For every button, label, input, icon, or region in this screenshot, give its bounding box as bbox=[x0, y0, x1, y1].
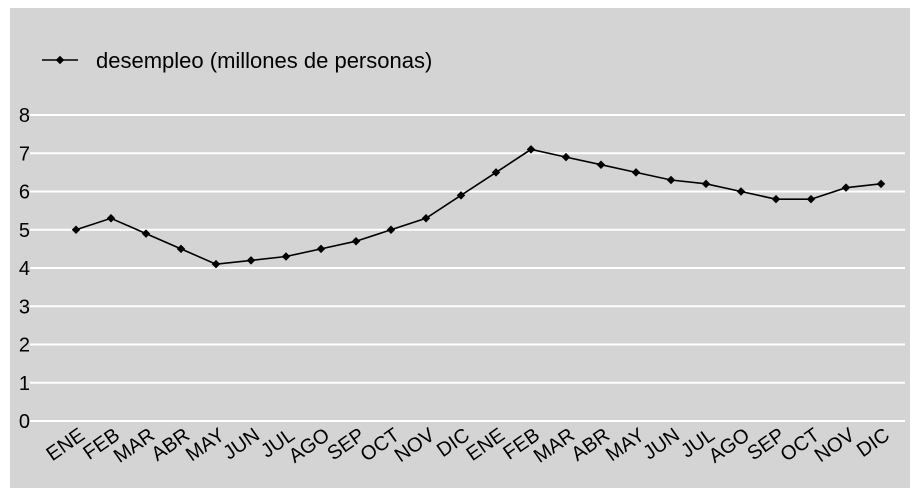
legend-label: desempleo (millones de personas) bbox=[96, 48, 432, 73]
y-tick-label: 2 bbox=[19, 335, 30, 357]
y-tick-label: 1 bbox=[19, 373, 30, 395]
legend-marker bbox=[55, 55, 65, 65]
x-tick-label: NOV bbox=[391, 424, 440, 467]
x-tick-label: DIC bbox=[853, 424, 894, 462]
data-point bbox=[176, 244, 186, 254]
series-line bbox=[75, 148, 882, 266]
x-axis: ENEFEBMARABRMAYJUNJULAGOSEPOCTNOVDICENEF… bbox=[43, 424, 894, 468]
chart-area bbox=[10, 8, 910, 488]
data-point bbox=[71, 225, 81, 234]
y-tick-label: 5 bbox=[19, 220, 30, 242]
data-point bbox=[666, 175, 676, 185]
y-tick-label: 7 bbox=[19, 143, 30, 165]
data-point bbox=[141, 229, 151, 238]
data-point bbox=[806, 194, 816, 204]
data-point bbox=[246, 256, 256, 265]
y-axis: 0 1 2 3 4 5 6 7 8 bbox=[19, 105, 30, 433]
gridlines bbox=[30, 114, 905, 422]
y-tick-label: 0 bbox=[19, 411, 30, 433]
data-point bbox=[351, 236, 361, 246]
x-tick-label: NOV bbox=[811, 424, 860, 467]
legend: desempleo (millones de personas) bbox=[42, 48, 432, 73]
data-point bbox=[701, 179, 711, 189]
data-point bbox=[211, 259, 221, 269]
data-point bbox=[386, 225, 396, 234]
data-point bbox=[631, 168, 641, 177]
data-point bbox=[491, 168, 501, 177]
data-point bbox=[771, 194, 781, 204]
data-point bbox=[421, 214, 431, 223]
y-tick-label: 4 bbox=[19, 258, 30, 280]
data-point bbox=[281, 252, 291, 261]
data-point bbox=[876, 179, 886, 189]
data-point bbox=[106, 214, 116, 223]
series-desempleo bbox=[71, 145, 886, 269]
y-tick-label: 6 bbox=[19, 182, 30, 204]
data-point bbox=[596, 160, 606, 169]
y-tick-label: 8 bbox=[19, 105, 30, 127]
data-point bbox=[736, 187, 746, 196]
y-tick-label: 3 bbox=[19, 296, 30, 318]
data-point bbox=[456, 191, 466, 200]
data-point bbox=[316, 244, 326, 254]
